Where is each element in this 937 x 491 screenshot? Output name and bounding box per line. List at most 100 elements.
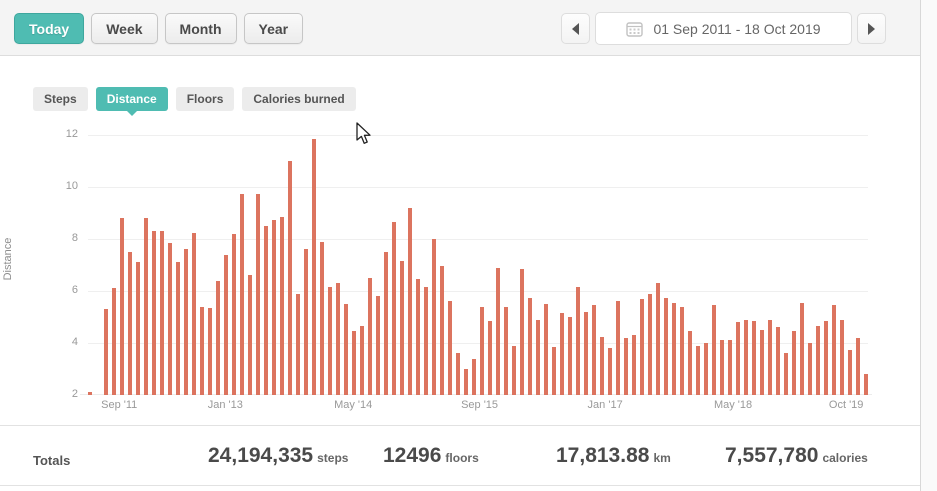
distance-bar[interactable] (584, 311, 588, 395)
distance-bar[interactable] (848, 349, 852, 395)
distance-bar[interactable] (576, 287, 580, 395)
distance-bar[interactable] (800, 302, 804, 395)
distance-bar[interactable] (536, 319, 540, 395)
distance-bar[interactable] (600, 336, 604, 395)
distance-bar[interactable] (640, 298, 644, 395)
distance-bar[interactable] (808, 343, 812, 395)
distance-bar[interactable] (176, 262, 180, 395)
period-button-year[interactable]: Year (243, 13, 304, 44)
distance-bar[interactable] (272, 219, 276, 395)
distance-bar[interactable] (128, 252, 132, 395)
distance-bar[interactable] (624, 337, 628, 395)
distance-bar[interactable] (328, 287, 332, 395)
distance-bar[interactable] (400, 261, 404, 395)
distance-bar[interactable] (216, 280, 220, 395)
distance-bar[interactable] (248, 275, 252, 395)
distance-bar[interactable] (376, 296, 380, 395)
distance-bar[interactable] (456, 353, 460, 395)
distance-bar[interactable] (608, 348, 612, 395)
distance-bar[interactable] (192, 232, 196, 395)
distance-bar[interactable] (760, 330, 764, 395)
distance-bar[interactable] (720, 340, 724, 395)
distance-bar[interactable] (792, 331, 796, 395)
distance-bar[interactable] (552, 346, 556, 395)
date-range-picker[interactable]: 01 Sep 2011 - 18 Oct 2019 (595, 12, 852, 45)
distance-bar[interactable] (472, 358, 476, 395)
distance-bar[interactable] (160, 231, 164, 395)
tab-distance[interactable]: Distance (95, 87, 168, 116)
distance-bar[interactable] (840, 319, 844, 395)
distance-bar[interactable] (88, 392, 92, 395)
distance-bar[interactable] (232, 233, 236, 395)
distance-bar[interactable] (528, 297, 532, 395)
distance-bar[interactable] (664, 297, 668, 395)
distance-bar[interactable] (480, 306, 484, 395)
distance-bar[interactable] (416, 279, 420, 395)
distance-bar[interactable] (304, 249, 308, 395)
distance-bar[interactable] (392, 222, 396, 395)
distance-bar[interactable] (264, 226, 268, 395)
period-button-month[interactable]: Month (164, 13, 237, 44)
distance-bar[interactable] (856, 337, 860, 395)
distance-bar[interactable] (816, 326, 820, 395)
distance-bar[interactable] (504, 306, 508, 395)
distance-bar[interactable] (512, 345, 516, 395)
distance-bar[interactable] (728, 340, 732, 395)
distance-bar[interactable] (496, 267, 500, 395)
distance-bar[interactable] (704, 343, 708, 395)
period-button-today[interactable]: Today (14, 13, 85, 44)
distance-bar[interactable] (824, 320, 828, 395)
distance-bar[interactable] (184, 249, 188, 395)
tab-floors[interactable]: Floors (175, 87, 235, 111)
distance-bar[interactable] (168, 242, 172, 395)
distance-bar[interactable] (752, 320, 756, 395)
distance-bar[interactable] (560, 313, 564, 395)
distance-bar[interactable] (336, 283, 340, 395)
distance-bar[interactable] (592, 305, 596, 395)
distance-bar[interactable] (616, 301, 620, 395)
prev-period-button[interactable] (561, 13, 590, 44)
distance-bar[interactable] (360, 326, 364, 395)
distance-bar[interactable] (488, 320, 492, 395)
distance-bar[interactable] (368, 278, 372, 395)
distance-bar[interactable] (152, 231, 156, 395)
distance-bar[interactable] (632, 335, 636, 395)
distance-bar[interactable] (208, 307, 212, 395)
distance-bar[interactable] (656, 283, 660, 395)
distance-bar[interactable] (744, 319, 748, 395)
distance-bar[interactable] (464, 369, 468, 395)
distance-bar[interactable] (544, 304, 548, 395)
distance-bar[interactable] (104, 309, 108, 395)
distance-bar[interactable] (768, 319, 772, 395)
distance-bar[interactable] (520, 268, 524, 395)
distance-bar[interactable] (440, 266, 444, 395)
distance-bar[interactable] (784, 353, 788, 395)
distance-bar[interactable] (696, 345, 700, 395)
next-period-button[interactable] (857, 13, 886, 44)
distance-bar[interactable] (712, 305, 716, 395)
distance-bar[interactable] (312, 138, 316, 395)
distance-bar[interactable] (240, 193, 244, 395)
distance-bar[interactable] (776, 327, 780, 395)
distance-bar[interactable] (448, 301, 452, 395)
distance-bar[interactable] (224, 254, 228, 395)
distance-bar[interactable] (136, 262, 140, 395)
distance-bar[interactable] (672, 302, 676, 395)
distance-bar[interactable] (296, 293, 300, 395)
distance-bar[interactable] (432, 239, 436, 395)
distance-bar[interactable] (120, 218, 124, 395)
distance-bar[interactable] (568, 317, 572, 395)
tab-calories-burned[interactable]: Calories burned (242, 87, 356, 111)
distance-bar[interactable] (344, 304, 348, 395)
distance-bar[interactable] (736, 322, 740, 395)
distance-bar[interactable] (144, 218, 148, 395)
period-button-week[interactable]: Week (91, 13, 158, 44)
distance-bar[interactable] (648, 293, 652, 395)
distance-bar[interactable] (424, 287, 428, 395)
distance-bar[interactable] (352, 331, 356, 395)
distance-bar[interactable] (832, 305, 836, 395)
distance-bar[interactable] (112, 288, 116, 395)
distance-bar[interactable] (384, 252, 388, 395)
distance-bar[interactable] (280, 216, 284, 395)
distance-bar[interactable] (680, 306, 684, 395)
